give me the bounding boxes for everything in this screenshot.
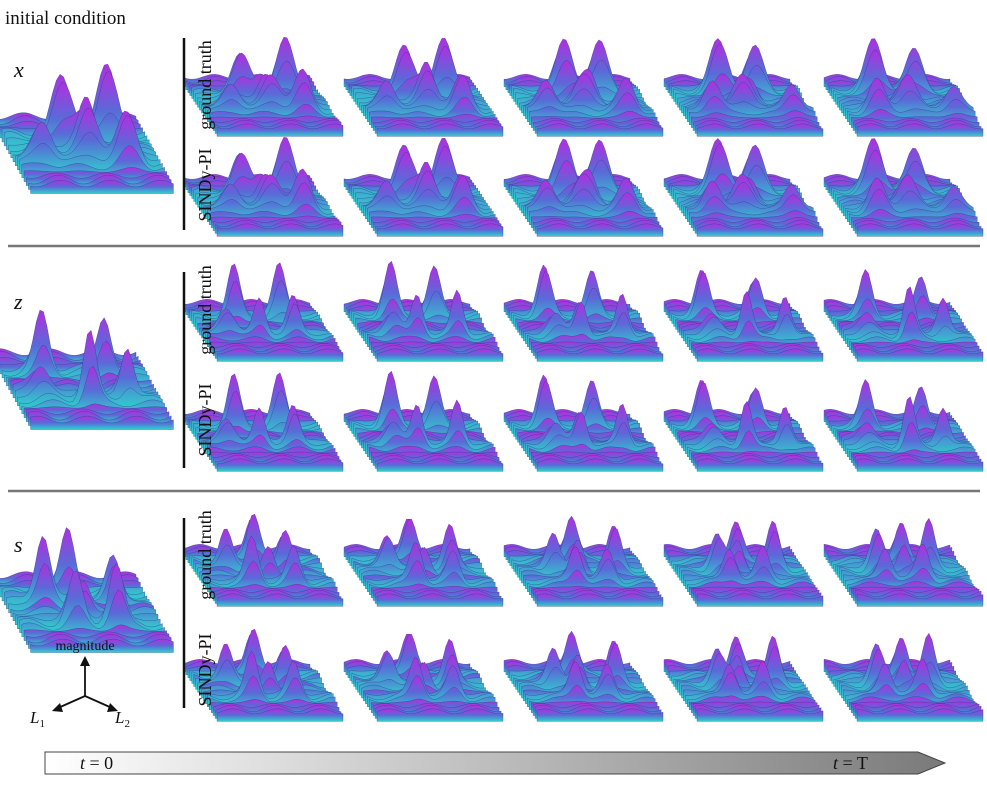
- timeline: t = 0 t = T: [45, 752, 945, 774]
- surface: [0, 64, 173, 193]
- surface-strip: [857, 124, 983, 137]
- surface: [0, 310, 173, 429]
- surface: [344, 634, 503, 721]
- surface: [504, 375, 663, 471]
- surface-strip: [377, 709, 503, 722]
- surface: [504, 631, 663, 721]
- surface-strip: [697, 459, 823, 472]
- surface: [664, 270, 823, 361]
- surface-strip: [537, 224, 663, 237]
- surface: [824, 518, 983, 606]
- page: {"header": {"title": "initial condition"…: [0, 0, 987, 786]
- row-label: SINDy-PI: [195, 383, 215, 456]
- surface: [504, 265, 663, 361]
- value: = 0: [90, 753, 114, 773]
- axis-base: L: [29, 708, 39, 727]
- surface-strip: [537, 459, 663, 472]
- axis-label: magnitude: [55, 639, 114, 654]
- surface-strip: [857, 224, 983, 237]
- surface-strip: [697, 224, 823, 236]
- surface: [824, 379, 983, 471]
- surface: [664, 38, 823, 136]
- surfaces: [0, 37, 983, 721]
- surface: [344, 371, 503, 471]
- axis-base: L: [114, 708, 124, 727]
- surface: [664, 380, 823, 471]
- timeline-start: t = 0: [80, 753, 113, 773]
- surface-strip: [697, 124, 823, 136]
- timeline-end: t = T: [833, 753, 868, 773]
- variable-label: z: [13, 289, 23, 314]
- surface: [344, 138, 503, 236]
- row-label: SINDy-PI: [195, 633, 215, 706]
- figure: initial condition x ground truth SINDy-PI z…: [0, 0, 987, 786]
- row-label: ground truth: [195, 265, 215, 355]
- row-label: ground truth: [195, 510, 215, 600]
- symbol: t: [833, 753, 839, 773]
- surface: [344, 261, 503, 361]
- surface: [824, 39, 983, 137]
- surface: [664, 138, 823, 236]
- header-title: initial condition: [5, 8, 126, 29]
- variable-label: s: [14, 532, 23, 557]
- surface: [0, 528, 173, 653]
- surface-strip: [377, 224, 503, 237]
- surface-strip: [217, 459, 343, 472]
- surface-strip: [537, 124, 663, 137]
- value: = T: [843, 753, 868, 773]
- row-label: SINDy-PI: [195, 148, 215, 221]
- surface-strip: [377, 124, 503, 137]
- surface-strip: [697, 349, 823, 362]
- surface: [824, 633, 983, 721]
- surface-strip: [377, 349, 503, 362]
- row-label: ground truth: [195, 40, 215, 130]
- surface-strip: [537, 349, 663, 362]
- surface-strip: [377, 459, 503, 472]
- surface: [664, 636, 823, 721]
- surface: [344, 519, 503, 606]
- surface: [504, 39, 663, 136]
- axis-sub: 2: [124, 718, 130, 730]
- surface-strip: [377, 594, 503, 607]
- surface-strip: [31, 180, 174, 193]
- surface-strip: [217, 349, 343, 362]
- axis-label: L2: [114, 708, 130, 730]
- surface: [504, 516, 663, 606]
- surface: [824, 269, 983, 361]
- surface-strip: [217, 594, 343, 607]
- axis-sub: 1: [39, 718, 45, 730]
- variable-label: x: [13, 57, 24, 82]
- surface: [664, 521, 823, 606]
- symbol: t: [80, 753, 86, 773]
- axis-label: L1: [29, 708, 45, 730]
- surface-strip: [217, 709, 343, 722]
- surface: [504, 139, 663, 236]
- surface: [824, 139, 983, 237]
- surface: [344, 38, 503, 136]
